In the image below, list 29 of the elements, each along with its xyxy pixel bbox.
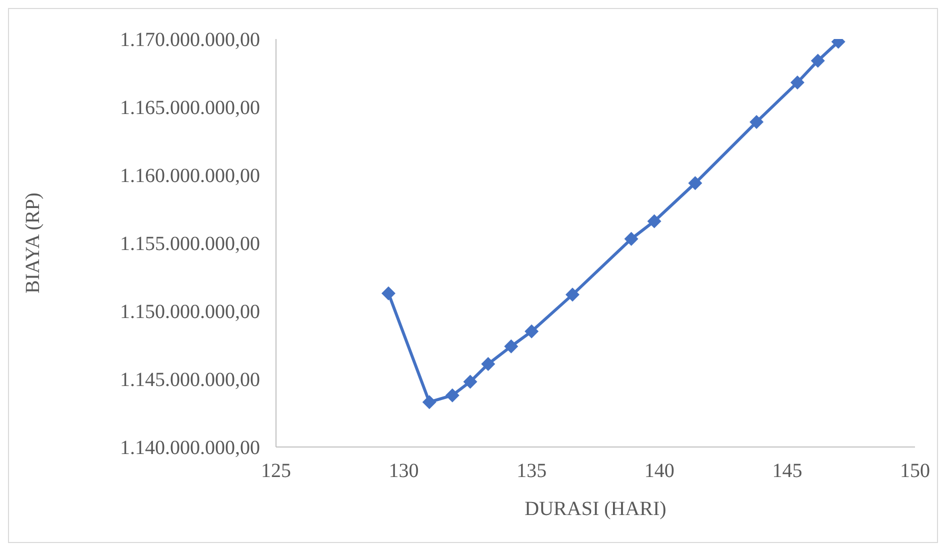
y-tick-label: 1.160.000.000,00 xyxy=(120,165,260,188)
point xyxy=(790,76,804,90)
point xyxy=(524,324,539,338)
point xyxy=(463,374,478,389)
point xyxy=(422,395,436,410)
y-axis-title: BIAYA (RP) xyxy=(22,192,44,294)
x-tick-label: 145 xyxy=(772,460,802,482)
y-tick-label: 1.170.000.000,00 xyxy=(120,29,260,52)
point xyxy=(445,388,460,402)
point xyxy=(565,288,580,302)
x-tick-label: 150 xyxy=(900,460,930,482)
point xyxy=(810,54,825,68)
x-tick-label: 125 xyxy=(261,460,291,482)
x-tick-label: 140 xyxy=(644,460,674,482)
x-tick-label: 135 xyxy=(516,460,547,482)
y-tick-label: 1.165.000.000,00 xyxy=(120,97,260,120)
x-axis-title: DURASI (HARI) xyxy=(524,498,666,520)
point xyxy=(688,176,702,190)
point xyxy=(624,232,638,246)
y-tick-label: 1.145.000.000,00 xyxy=(120,369,260,392)
point xyxy=(381,286,396,300)
x-tick-label: 130 xyxy=(388,460,419,482)
y-tick-label: 1.150.000.000,00 xyxy=(120,301,260,324)
y-tick-label: 1.140.000.000,00 xyxy=(120,437,260,460)
point xyxy=(481,357,496,372)
point xyxy=(750,114,764,129)
point xyxy=(504,339,518,354)
y-tick-label: 1.155.000.000,00 xyxy=(120,233,260,256)
point xyxy=(647,214,662,228)
